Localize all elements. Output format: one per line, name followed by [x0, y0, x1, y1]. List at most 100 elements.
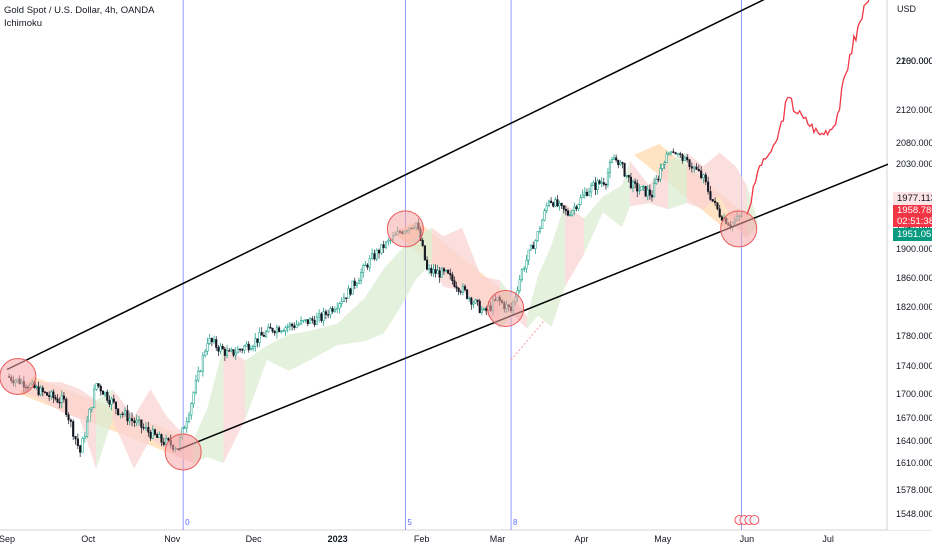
cloud-segment-35 — [630, 161, 650, 207]
x-tick-label: May — [654, 534, 672, 544]
candle-body — [311, 318, 314, 321]
candle-body — [69, 419, 72, 422]
candle-body — [124, 410, 127, 415]
candle-body — [428, 267, 431, 270]
channel-line-0 — [6, 0, 765, 371]
candle-body — [249, 348, 252, 351]
candle-body — [657, 178, 660, 181]
cloud-segment-16 — [310, 323, 338, 360]
candle-body — [602, 182, 605, 185]
candle-body — [112, 398, 115, 403]
candle-body — [338, 303, 341, 309]
candle-body — [575, 206, 578, 210]
candle-body — [48, 395, 51, 398]
lower-price-tag: 1951.055 — [893, 228, 932, 241]
candle-body — [252, 346, 255, 349]
cloud-segment-19 — [383, 251, 400, 334]
candle-body — [156, 434, 159, 438]
candle-body — [536, 231, 539, 241]
candle-body — [552, 202, 555, 207]
candle-body — [39, 387, 42, 395]
candle-body — [149, 432, 152, 439]
candle-body — [99, 385, 102, 392]
candle-body — [695, 166, 698, 170]
candle-body — [234, 352, 237, 356]
candle-body — [638, 189, 641, 192]
candle-body — [438, 270, 441, 278]
candle-body — [520, 269, 523, 280]
current-price-tag: 1958.780 02:51:38 — [893, 205, 932, 227]
candle-body — [612, 157, 616, 160]
y-tick-label: 2030.000 — [896, 159, 932, 169]
candle-body — [322, 311, 325, 321]
y-tick-label: 1640.000 — [896, 436, 932, 446]
candle-body — [688, 159, 691, 167]
candle-body — [560, 202, 563, 206]
candle-body — [648, 189, 651, 196]
candle-body — [672, 151, 675, 153]
candle-body — [461, 286, 464, 293]
candle-body — [221, 345, 224, 350]
candle-body — [478, 300, 481, 313]
candle-body — [239, 348, 242, 351]
candle-body — [357, 280, 361, 284]
y-tick-label: 1610.000 — [896, 458, 932, 468]
cloud-segment-4 — [96, 389, 113, 469]
y-tick-label: 2160.000 — [896, 56, 932, 66]
candle-body — [315, 316, 318, 325]
indicator-label[interactable]: Ichimoku — [4, 18, 43, 29]
candle-body — [151, 429, 154, 439]
cloud-segment-12 — [223, 345, 246, 463]
candle-body — [449, 273, 452, 276]
candle-body — [119, 413, 122, 415]
cloud-segment-15 — [288, 330, 311, 371]
candle-body — [160, 434, 163, 443]
candle-body — [130, 418, 134, 421]
candle-body — [265, 331, 268, 337]
cloud-segment-28 — [527, 276, 538, 329]
symbol-title[interactable]: Gold Spot / U.S. Dollar, 4h, OANDA — [4, 5, 155, 16]
candle-body — [558, 202, 561, 207]
candle-body — [434, 269, 437, 274]
candle-body — [700, 170, 703, 178]
y-tick-label: 1700.000 — [896, 389, 932, 399]
candle-body — [65, 398, 68, 416]
candle-body — [128, 418, 131, 422]
candle-body — [634, 181, 637, 184]
candle-body — [215, 339, 218, 348]
candle-body — [114, 401, 117, 410]
candle-body — [604, 184, 607, 186]
candle-body — [318, 313, 321, 318]
y-tick-label: 1820.000 — [896, 302, 932, 312]
candle-body — [135, 420, 138, 423]
candle-body — [194, 379, 197, 393]
candle-body — [709, 191, 712, 200]
candle-body — [349, 288, 352, 295]
candle-body — [556, 199, 559, 207]
candle-body — [226, 350, 229, 356]
candle-body — [430, 267, 433, 274]
cloud-segment-23 — [443, 227, 463, 291]
candle-body — [256, 338, 259, 343]
candle-body — [192, 392, 195, 404]
candle-body — [659, 168, 662, 180]
candle-body — [640, 186, 643, 191]
highlight-circle-0 — [0, 358, 37, 395]
candle-body — [442, 268, 445, 272]
candle-body — [101, 390, 104, 395]
currency-label: USD — [897, 4, 917, 14]
x-tick-label: Oct — [81, 534, 96, 544]
candle-body — [347, 288, 350, 299]
candle-body — [90, 407, 93, 410]
candle-body — [56, 398, 59, 403]
x-tick-label: Dec — [246, 534, 263, 544]
candle-body — [543, 210, 546, 221]
candle-body — [223, 348, 226, 356]
candle-body — [183, 427, 186, 429]
candle-body — [545, 205, 548, 212]
y-tick-label: 1860.000 — [896, 273, 932, 283]
candle-body — [167, 438, 170, 441]
candle-body — [282, 330, 285, 332]
candle-body — [93, 389, 96, 408]
